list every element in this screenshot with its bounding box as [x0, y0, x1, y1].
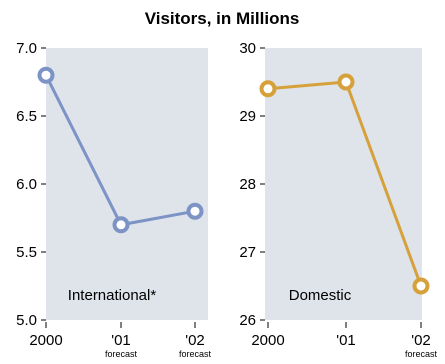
intl-ytick-label: 6.0: [16, 176, 37, 193]
domestic-xtick-sublabel: forecast: [405, 349, 438, 359]
domestic-ytick-label: 30: [239, 40, 256, 57]
intl-xtick-sublabel: forecast: [105, 349, 138, 359]
chart-title: Visitors, in Millions: [145, 9, 300, 28]
domestic-plot-area: [265, 48, 422, 320]
intl-xtick-label: '02: [185, 332, 205, 349]
domestic-xtick-label: 2000: [251, 332, 284, 349]
domestic-data-point: [412, 277, 430, 295]
domestic-series-label: Domestic: [289, 287, 352, 304]
domestic-ytick-label: 29: [239, 108, 256, 125]
intl-xtick-label: '01: [111, 332, 131, 349]
domestic-ytick-label: 27: [239, 244, 256, 261]
domestic-xtick-label: '01: [336, 332, 356, 349]
domestic-ytick-label: 28: [239, 176, 256, 193]
domestic-data-point: [259, 80, 277, 98]
intl-panel: 7.06.56.05.55.02000'01forecast'02forecas…: [16, 40, 211, 359]
intl-data-point: [186, 202, 204, 220]
intl-xtick-label: 2000: [29, 332, 62, 349]
intl-plot-area: [46, 48, 208, 320]
intl-data-point: [112, 216, 130, 234]
domestic-data-point: [337, 73, 355, 91]
intl-series-label: International*: [68, 287, 157, 304]
intl-xtick-sublabel: forecast: [179, 349, 212, 359]
intl-ytick-label: 5.0: [16, 312, 37, 329]
domestic-ytick-label: 26: [239, 312, 256, 329]
intl-ytick-label: 6.5: [16, 108, 37, 125]
domestic-xtick-label: '02: [411, 332, 431, 349]
intl-data-point: [37, 66, 55, 84]
intl-ytick-label: 7.0: [16, 40, 37, 57]
intl-ytick-label: 5.5: [16, 244, 37, 261]
